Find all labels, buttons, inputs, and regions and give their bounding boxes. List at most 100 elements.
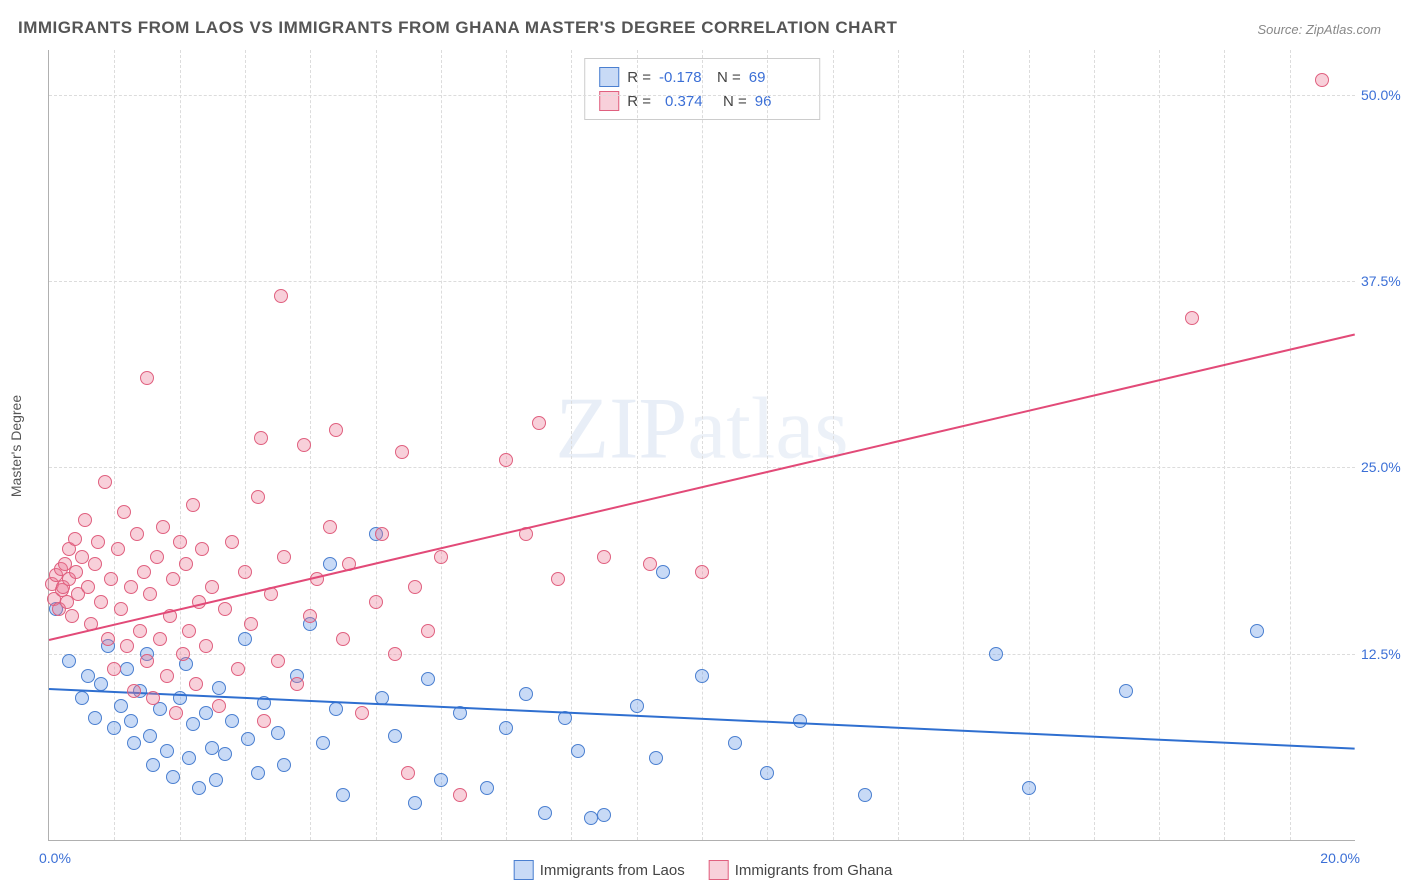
data-point xyxy=(395,445,409,459)
data-point xyxy=(760,766,774,780)
data-point xyxy=(192,781,206,795)
gridline-vertical xyxy=(1224,50,1225,840)
data-point xyxy=(62,654,76,668)
n-value: 69 xyxy=(749,69,799,86)
data-point xyxy=(238,632,252,646)
chart-title: IMMIGRANTS FROM LAOS VS IMMIGRANTS FROM … xyxy=(18,18,897,38)
data-point xyxy=(421,672,435,686)
gridline-vertical xyxy=(833,50,834,840)
data-point xyxy=(277,550,291,564)
gridline-vertical xyxy=(1159,50,1160,840)
data-point xyxy=(146,758,160,772)
data-point xyxy=(316,736,330,750)
data-point xyxy=(656,565,670,579)
data-point xyxy=(88,557,102,571)
data-point xyxy=(643,557,657,571)
data-point xyxy=(336,788,350,802)
gridline-vertical xyxy=(180,50,181,840)
gridline-vertical xyxy=(245,50,246,840)
gridline-vertical xyxy=(898,50,899,840)
data-point xyxy=(238,565,252,579)
y-tick-label: 50.0% xyxy=(1361,87,1406,103)
legend-item: Immigrants from Laos xyxy=(514,860,685,880)
data-point xyxy=(329,423,343,437)
data-point xyxy=(630,699,644,713)
y-tick-label: 12.5% xyxy=(1361,646,1406,662)
data-point xyxy=(277,758,291,772)
data-point xyxy=(169,706,183,720)
data-point xyxy=(176,647,190,661)
data-point xyxy=(124,580,138,594)
data-point xyxy=(94,595,108,609)
data-point xyxy=(323,520,337,534)
data-point xyxy=(584,811,598,825)
data-point xyxy=(329,702,343,716)
data-point xyxy=(480,781,494,795)
data-point xyxy=(597,550,611,564)
data-point xyxy=(728,736,742,750)
data-point xyxy=(199,706,213,720)
legend-swatch xyxy=(514,860,534,880)
data-point xyxy=(388,729,402,743)
data-point xyxy=(571,744,585,758)
data-point xyxy=(107,721,121,735)
data-point xyxy=(290,677,304,691)
data-point xyxy=(434,550,448,564)
data-point xyxy=(453,788,467,802)
data-point xyxy=(388,647,402,661)
data-point xyxy=(150,550,164,564)
legend-swatch xyxy=(709,860,729,880)
data-point xyxy=(597,808,611,822)
source-attribution: Source: ZipAtlas.com xyxy=(1257,22,1381,37)
data-point xyxy=(209,773,223,787)
scatter-chart: ZIPatlas R = -0.178 N = 69 R = 0.374 N =… xyxy=(48,50,1355,841)
data-point xyxy=(98,475,112,489)
data-point xyxy=(111,542,125,556)
data-point xyxy=(69,565,83,579)
legend-label: Immigrants from Laos xyxy=(540,862,685,879)
gridline-vertical xyxy=(1029,50,1030,840)
data-point xyxy=(251,490,265,504)
data-point xyxy=(551,572,565,586)
y-axis-title: Master's Degree xyxy=(8,395,24,497)
gridline-vertical xyxy=(702,50,703,840)
data-point xyxy=(1119,684,1133,698)
data-point xyxy=(133,624,147,638)
data-point xyxy=(793,714,807,728)
data-point xyxy=(225,714,239,728)
data-point xyxy=(519,687,533,701)
x-tick-label: 20.0% xyxy=(1320,850,1360,866)
data-point xyxy=(369,595,383,609)
y-tick-label: 25.0% xyxy=(1361,459,1406,475)
data-point xyxy=(120,639,134,653)
data-point xyxy=(499,721,513,735)
data-point xyxy=(375,527,389,541)
data-point xyxy=(205,580,219,594)
data-point xyxy=(91,535,105,549)
data-point xyxy=(117,505,131,519)
data-point xyxy=(538,806,552,820)
data-point xyxy=(127,684,141,698)
data-point xyxy=(274,289,288,303)
data-point xyxy=(241,732,255,746)
gridline-vertical xyxy=(1290,50,1291,840)
data-point xyxy=(75,691,89,705)
legend-item: Immigrants from Ghana xyxy=(709,860,893,880)
legend: Immigrants from Laos Immigrants from Gha… xyxy=(514,860,893,880)
data-point xyxy=(65,609,79,623)
data-point xyxy=(231,662,245,676)
n-label: N = xyxy=(717,69,741,86)
data-point xyxy=(182,751,196,765)
data-point xyxy=(124,714,138,728)
data-point xyxy=(173,535,187,549)
data-point xyxy=(127,736,141,750)
data-point xyxy=(146,691,160,705)
data-point xyxy=(271,726,285,740)
gridline-vertical xyxy=(441,50,442,840)
data-point xyxy=(166,770,180,784)
data-point xyxy=(88,711,102,725)
data-point xyxy=(695,565,709,579)
data-point xyxy=(257,714,271,728)
data-point xyxy=(421,624,435,638)
data-point xyxy=(78,513,92,527)
